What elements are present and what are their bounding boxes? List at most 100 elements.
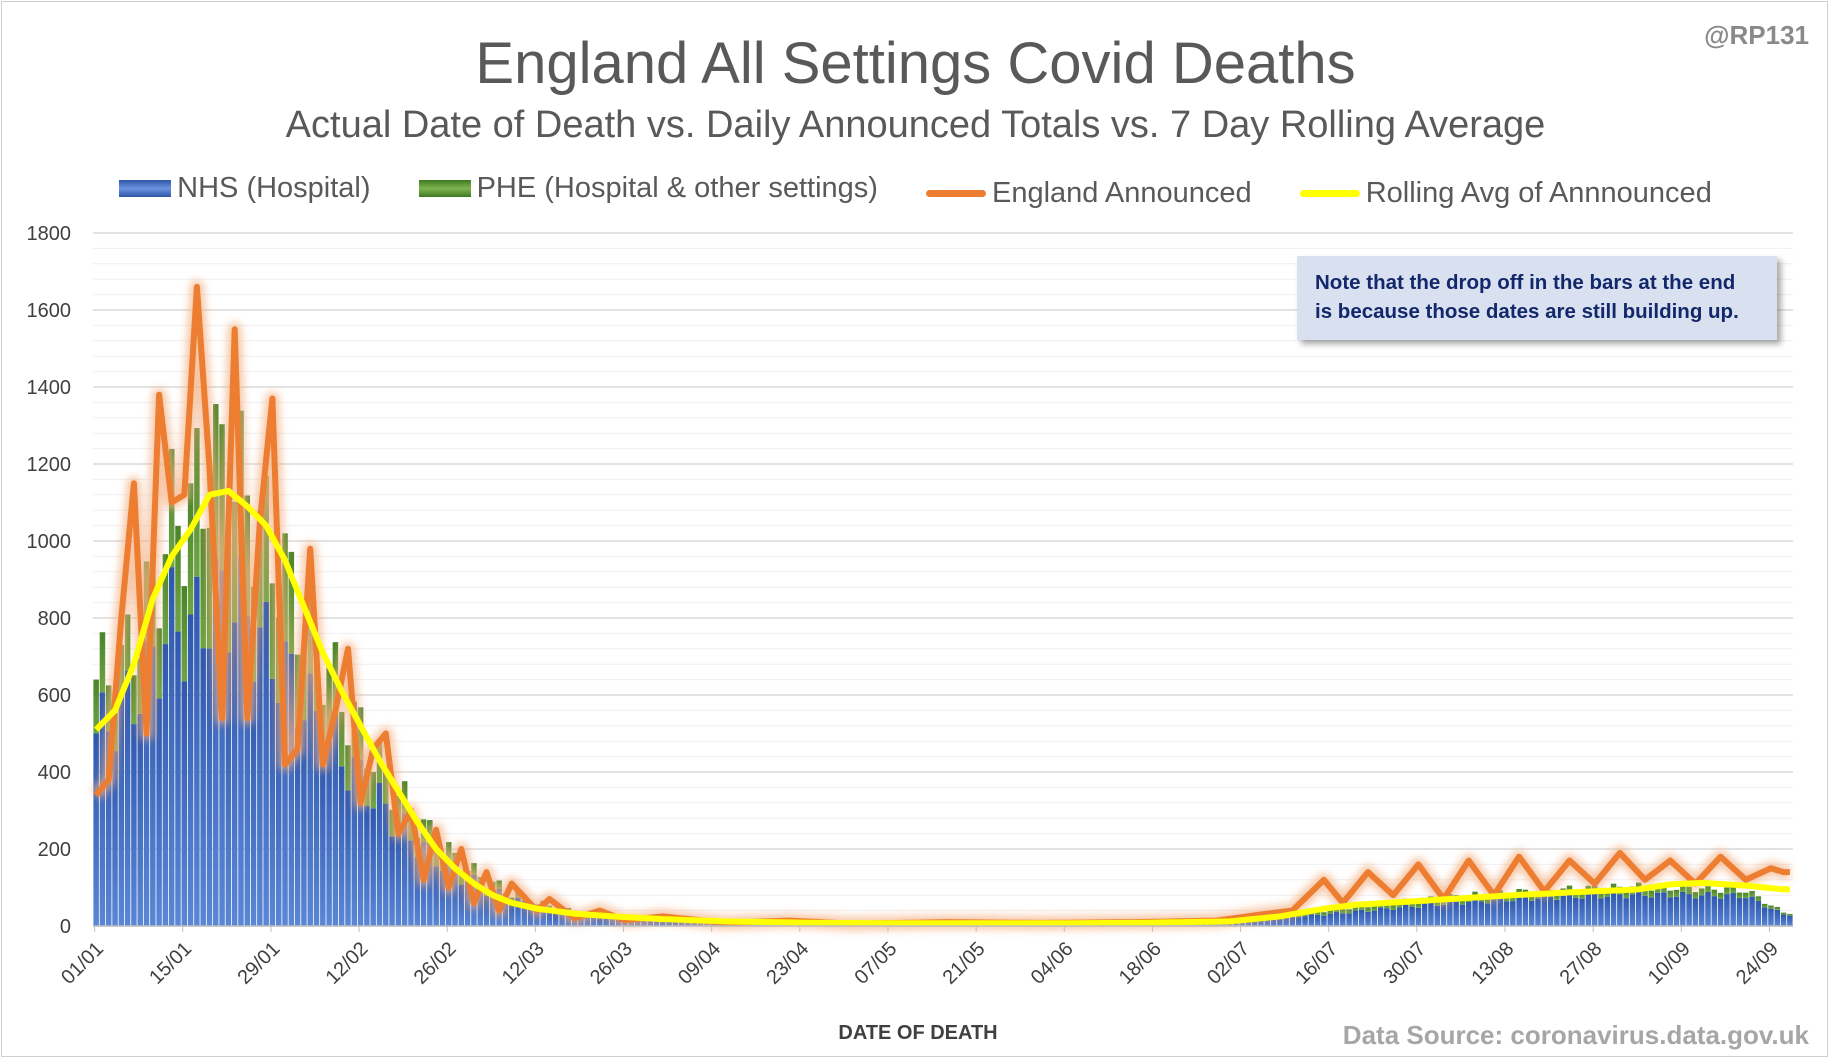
bar-nhs bbox=[307, 673, 313, 926]
bar-nhs bbox=[1667, 897, 1673, 926]
bar-nhs bbox=[213, 559, 219, 926]
bar-phe bbox=[124, 614, 131, 671]
bar-nhs bbox=[250, 681, 257, 926]
bar-nhs bbox=[313, 711, 320, 926]
bar-nhs bbox=[1585, 893, 1592, 926]
bar-phe bbox=[99, 632, 106, 693]
y-tick-label: 0 bbox=[60, 916, 71, 938]
bar-nhs bbox=[231, 622, 238, 926]
bar-nhs bbox=[320, 761, 326, 926]
bar-phe bbox=[1648, 890, 1655, 898]
bar-nhs bbox=[1717, 898, 1724, 926]
bar-phe bbox=[1692, 892, 1699, 899]
bar-nhs bbox=[1327, 913, 1333, 926]
y-tick-label: 400 bbox=[38, 762, 71, 784]
bar-nhs bbox=[112, 751, 118, 926]
x-tick-label: 18/06 bbox=[1115, 938, 1166, 989]
legend-swatch-rolling bbox=[1299, 190, 1360, 197]
bar-nhs bbox=[1447, 900, 1453, 926]
y-tick-label: 600 bbox=[38, 685, 71, 707]
legend-label-rolling: Rolling Avg of Annnounced bbox=[1365, 177, 1712, 209]
bar-nhs bbox=[357, 759, 364, 926]
bar-nhs bbox=[1768, 908, 1774, 926]
bar-phe bbox=[1365, 907, 1371, 912]
bar-phe bbox=[1717, 892, 1724, 899]
legend-item-rolling: Rolling Avg of Annnounced bbox=[1299, 177, 1712, 210]
bar-nhs bbox=[1743, 898, 1749, 926]
bar-nhs bbox=[1610, 891, 1617, 926]
bar-phe bbox=[1743, 892, 1749, 899]
bar-nhs bbox=[1497, 897, 1503, 926]
bar-nhs bbox=[131, 724, 137, 926]
bar-nhs bbox=[1554, 899, 1560, 926]
bar-nhs bbox=[238, 555, 244, 926]
bar-nhs bbox=[401, 813, 408, 926]
bar-nhs bbox=[527, 908, 534, 926]
bar-phe bbox=[1680, 884, 1686, 892]
x-tick-label: 01/01 bbox=[57, 938, 108, 989]
bar-phe bbox=[187, 483, 194, 615]
bar-phe bbox=[326, 667, 332, 734]
bar-phe bbox=[1390, 905, 1396, 911]
x-tick-label: 23/04 bbox=[762, 938, 813, 989]
bar-nhs bbox=[263, 601, 269, 926]
bar-nhs bbox=[206, 648, 213, 926]
bar-nhs bbox=[1465, 902, 1472, 926]
bar-nhs bbox=[483, 895, 490, 926]
bar-phe bbox=[1749, 891, 1755, 897]
bar-phe bbox=[1768, 905, 1774, 909]
bar-nhs bbox=[1774, 909, 1781, 926]
bar-nhs bbox=[1711, 896, 1718, 926]
bar-nhs bbox=[590, 915, 597, 926]
bar-phe bbox=[1415, 902, 1422, 908]
bar-nhs bbox=[326, 733, 332, 926]
bar-nhs bbox=[1390, 910, 1396, 926]
bar-phe bbox=[496, 880, 502, 890]
bar-nhs bbox=[508, 902, 515, 926]
bar-nhs bbox=[1434, 905, 1441, 926]
legend-label-announced: England Announced bbox=[991, 177, 1252, 209]
bar-phe bbox=[1761, 903, 1768, 908]
bar-phe bbox=[175, 525, 181, 632]
bar-phe bbox=[156, 628, 162, 699]
bar-phe bbox=[288, 551, 295, 654]
bar-nhs bbox=[1579, 898, 1585, 926]
bar-nhs bbox=[1289, 916, 1296, 926]
bar-nhs bbox=[1491, 899, 1497, 926]
bar-nhs bbox=[395, 825, 402, 926]
bar-phe bbox=[1434, 900, 1441, 906]
bar-nhs bbox=[1358, 909, 1365, 926]
bar-nhs bbox=[408, 840, 414, 926]
bar-nhs bbox=[364, 806, 370, 926]
bar-nhs bbox=[1522, 896, 1529, 926]
bar-nhs bbox=[1314, 914, 1321, 926]
bar-nhs bbox=[137, 713, 143, 926]
bar-nhs bbox=[414, 857, 421, 926]
bar-nhs bbox=[332, 714, 339, 926]
y-tick-label: 1600 bbox=[27, 300, 72, 322]
bar-nhs bbox=[150, 646, 156, 926]
bar-nhs bbox=[553, 914, 559, 926]
bar-nhs bbox=[1396, 907, 1403, 926]
y-tick-label: 200 bbox=[38, 839, 71, 861]
bar-nhs bbox=[1295, 917, 1302, 926]
line-rolling-average bbox=[93, 487, 1790, 927]
bar-phe bbox=[1755, 896, 1762, 902]
bar-nhs bbox=[338, 766, 345, 926]
bar-nhs bbox=[1635, 891, 1642, 926]
bar-nhs bbox=[181, 681, 188, 926]
bar-nhs bbox=[1472, 898, 1478, 926]
x-tick-label: 24/09 bbox=[1732, 938, 1783, 989]
legend-item-nhs: NHS (Hospital) bbox=[119, 172, 371, 205]
bar-nhs bbox=[301, 720, 307, 926]
x-tick-label: 10/09 bbox=[1644, 938, 1695, 989]
bar-phe bbox=[1698, 888, 1705, 896]
bar-nhs bbox=[1277, 918, 1283, 926]
bar-nhs bbox=[124, 670, 131, 926]
bar-nhs bbox=[194, 576, 200, 926]
bar-phe bbox=[1371, 905, 1378, 911]
bar-nhs bbox=[1573, 897, 1579, 926]
x-tick-label: 12/03 bbox=[498, 938, 549, 989]
bar-phe bbox=[1340, 909, 1346, 914]
